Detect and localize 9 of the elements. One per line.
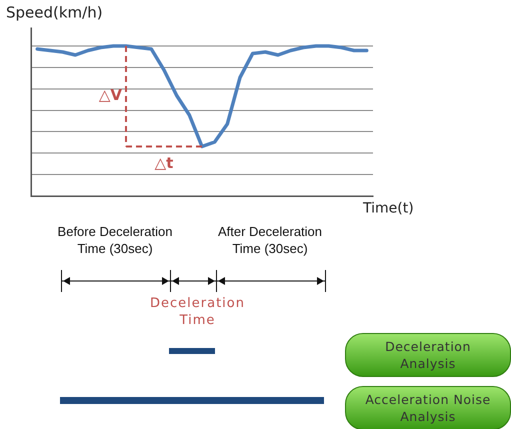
text: Deceleration Time bbox=[149, 295, 246, 329]
text: Acceleration Noise Analysis bbox=[345, 386, 511, 429]
text: Before Deceleration Time (30sec) bbox=[56, 223, 174, 257]
text: After Deceleration Time (30sec) bbox=[216, 223, 324, 257]
annotation: △V bbox=[98, 86, 122, 104]
y-axis-title: Speed(km/h) bbox=[6, 3, 103, 22]
text: Deceleration Analysis bbox=[345, 333, 511, 377]
x-axis-title: Time(t) bbox=[362, 200, 414, 217]
annotation: △t bbox=[154, 154, 174, 172]
